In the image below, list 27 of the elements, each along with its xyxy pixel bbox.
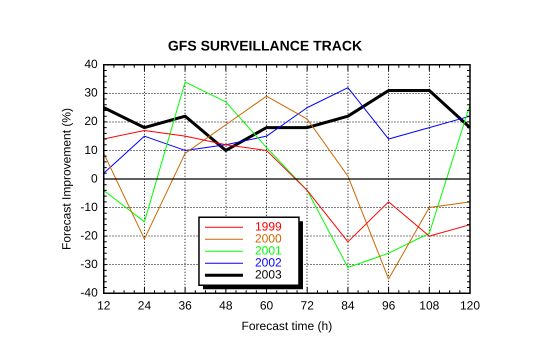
x-tick-label: 84 (341, 298, 355, 313)
y-tick-label: 20 (84, 114, 98, 128)
y-tick-label: -10 (80, 200, 98, 214)
y-tick-label: 0 (91, 171, 98, 186)
x-tick-label: 48 (219, 298, 233, 313)
legend-label: 1999 (254, 220, 282, 234)
y-tick-label: 40 (84, 57, 98, 72)
x-tick-label: 108 (419, 298, 440, 313)
y-tick-label: 30 (84, 86, 98, 100)
legend-label: 2000 (254, 232, 282, 246)
x-axis-title: Forecast time (h) (242, 319, 332, 334)
x-tick-label: 120 (460, 298, 480, 313)
x-tick-label: 96 (382, 298, 396, 313)
legend-label: 2002 (254, 256, 282, 270)
y-tick-label: -20 (80, 228, 98, 242)
y-tick-label: -30 (80, 256, 98, 271)
y-axis-title: Forecast Improvement (%) (60, 108, 74, 250)
x-tick-label: 36 (178, 298, 192, 313)
chart-title: GFS SURVEILLANCE TRACK (168, 37, 362, 54)
x-tick-label: 72 (300, 298, 314, 313)
x-tick-label: 12 (97, 298, 111, 313)
x-tick-label: 60 (260, 298, 274, 313)
x-tick-label: 24 (138, 298, 152, 313)
legend-label: 2001 (254, 244, 282, 258)
legend-label: 2003 (254, 268, 282, 282)
y-tick-label: 10 (84, 142, 98, 157)
y-tick-label: -40 (80, 286, 98, 300)
